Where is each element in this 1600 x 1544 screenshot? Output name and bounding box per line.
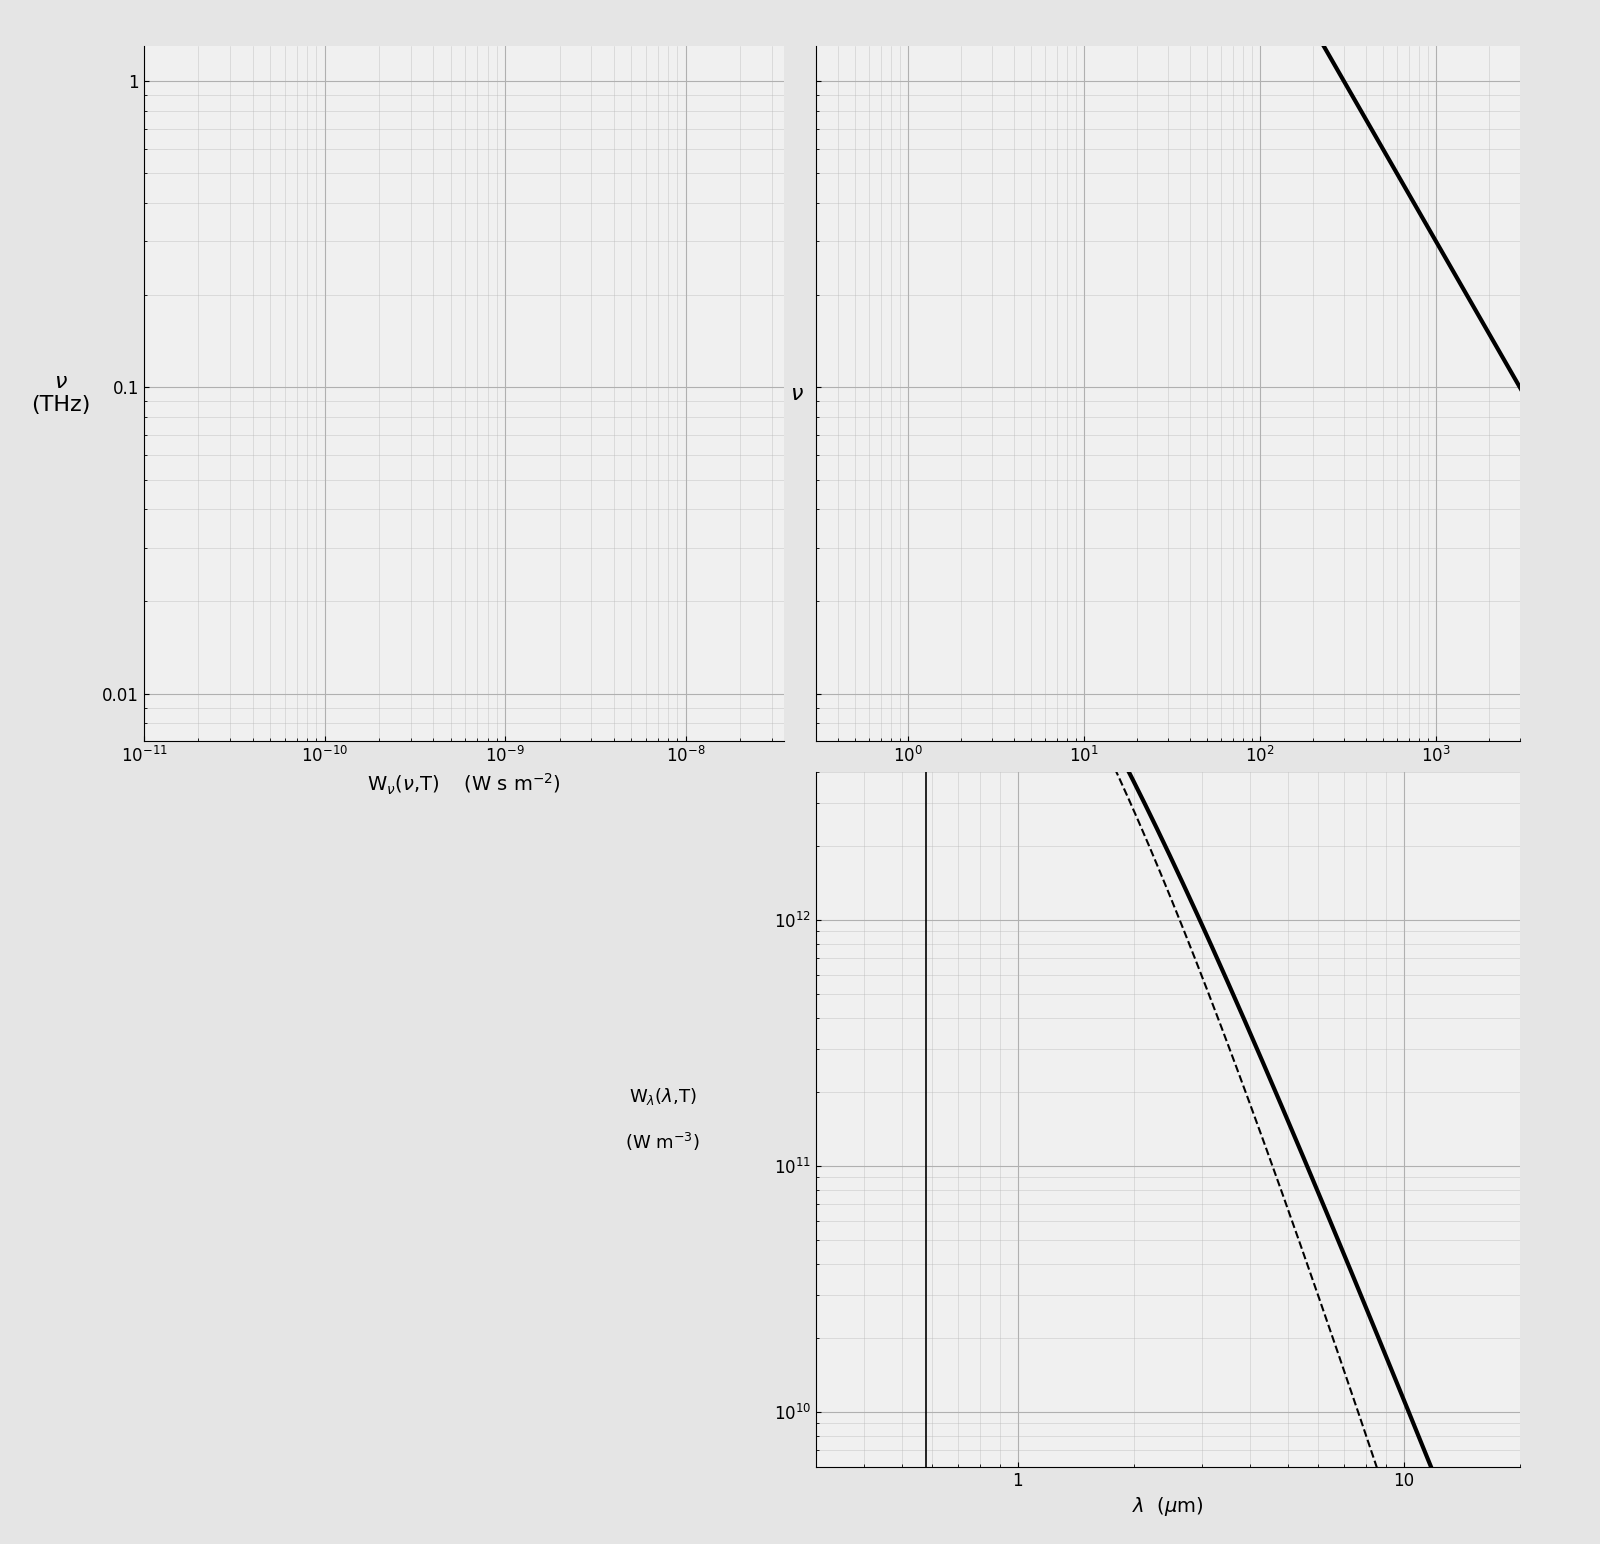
Y-axis label: $\nu$
(THz): $\nu$ (THz): [30, 372, 90, 415]
X-axis label: $\lambda$: $\lambda$: [1162, 772, 1174, 792]
X-axis label: $\lambda$  ($\mu$m): $\lambda$ ($\mu$m): [1133, 1495, 1203, 1518]
Y-axis label: W$_\lambda$($\lambda$,T)

(W m$^{-3}$): W$_\lambda$($\lambda$,T) (W m$^{-3}$): [626, 1085, 701, 1153]
Y-axis label: $\nu$: $\nu$: [790, 384, 805, 403]
X-axis label: W$_\nu$($\nu$,T)    (W s m$^{-2}$): W$_\nu$($\nu$,T) (W s m$^{-2}$): [366, 772, 562, 797]
